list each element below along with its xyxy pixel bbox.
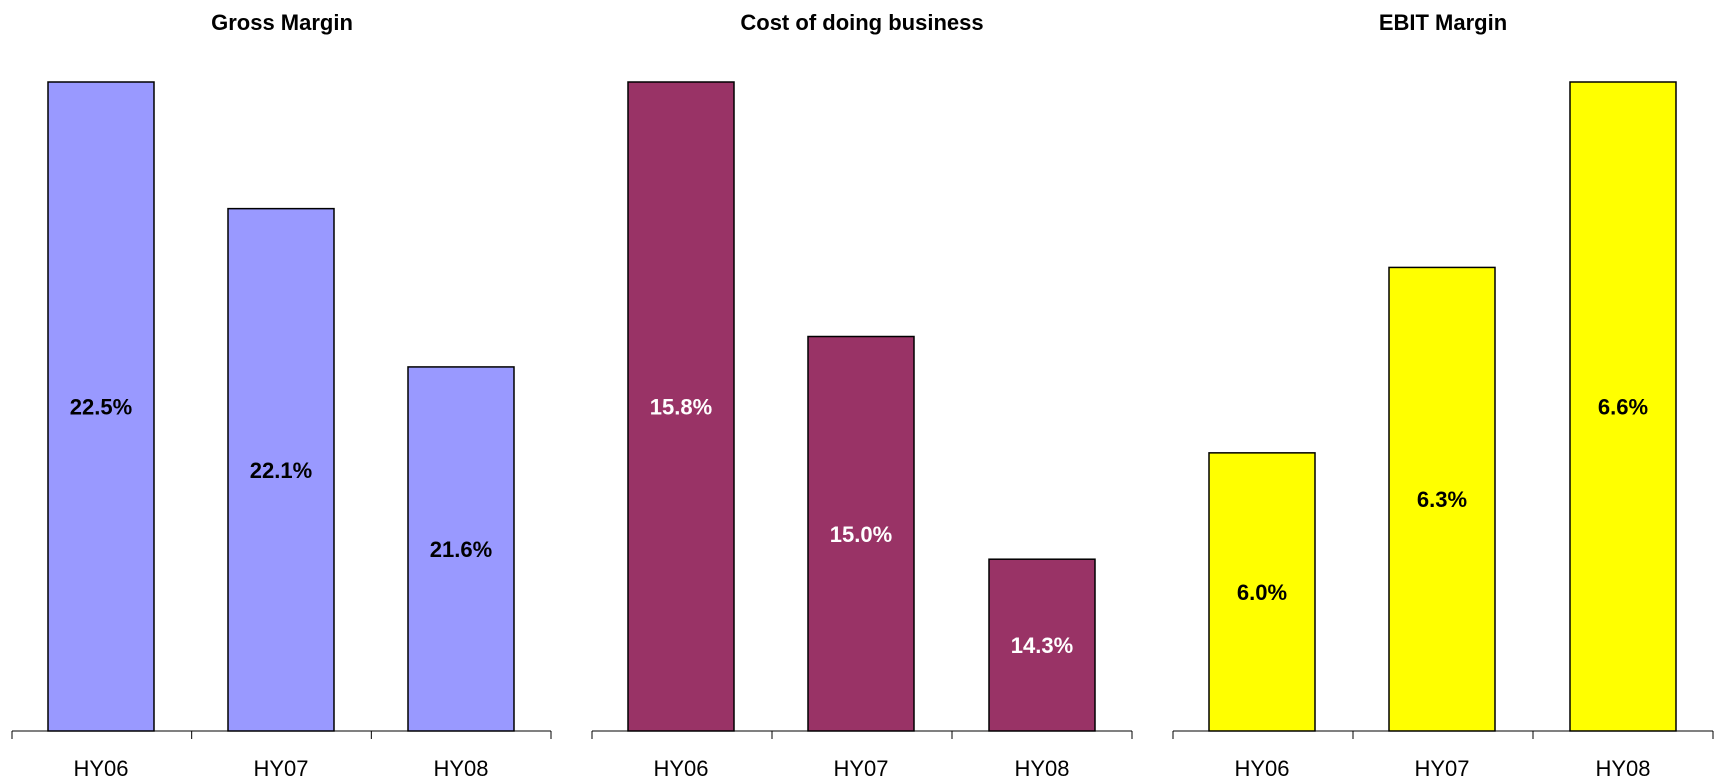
x-tick-label: HY07 (1414, 756, 1469, 781)
x-tick-label: HY07 (833, 756, 888, 781)
data-label: 6.3% (1417, 487, 1467, 512)
bar-hy08 (407, 366, 515, 732)
bar-hy06 (47, 81, 155, 732)
bar-hy07 (807, 335, 915, 732)
chart-title: Cost of doing business (740, 10, 983, 35)
data-label: 21.6% (430, 537, 492, 562)
gross-margin-chart: Gross Margin 22.5% HY06 22.1% HY07 21.6% HY08 (11, 10, 552, 781)
data-label: 15.8% (650, 395, 712, 420)
bar-hy08 (988, 558, 1096, 732)
x-tick-label: HY08 (1595, 756, 1650, 781)
x-tick-label: HY06 (1234, 756, 1289, 781)
x-tick-label: HY07 (253, 756, 308, 781)
ebit-margin-chart: EBIT Margin 6.0% HY06 6.3% HY07 6.6% HY08 (1172, 10, 1714, 781)
chart-title: EBIT Margin (1379, 10, 1507, 35)
data-label: 15.0% (830, 522, 892, 547)
cost-of-doing-business-chart: Cost of doing business 15.8% HY06 15.0% HY0… (591, 10, 1133, 781)
x-tick-label: HY06 (73, 756, 128, 781)
data-label: 22.5% (70, 395, 132, 420)
bar-hy06 (1208, 452, 1316, 732)
data-label: 14.3% (1011, 633, 1073, 658)
bar-hy07 (227, 207, 335, 732)
data-label: 6.6% (1598, 395, 1648, 420)
x-tick-label: HY08 (1014, 756, 1069, 781)
bar-hy08 (1569, 81, 1677, 732)
data-label: 6.0% (1237, 580, 1287, 605)
bar-hy06 (627, 81, 735, 732)
chart-title: Gross Margin (211, 10, 353, 35)
bar-hy07 (1388, 266, 1496, 732)
x-tick-label: HY06 (653, 756, 708, 781)
data-label: 22.1% (250, 458, 312, 483)
x-tick-label: HY08 (433, 756, 488, 781)
